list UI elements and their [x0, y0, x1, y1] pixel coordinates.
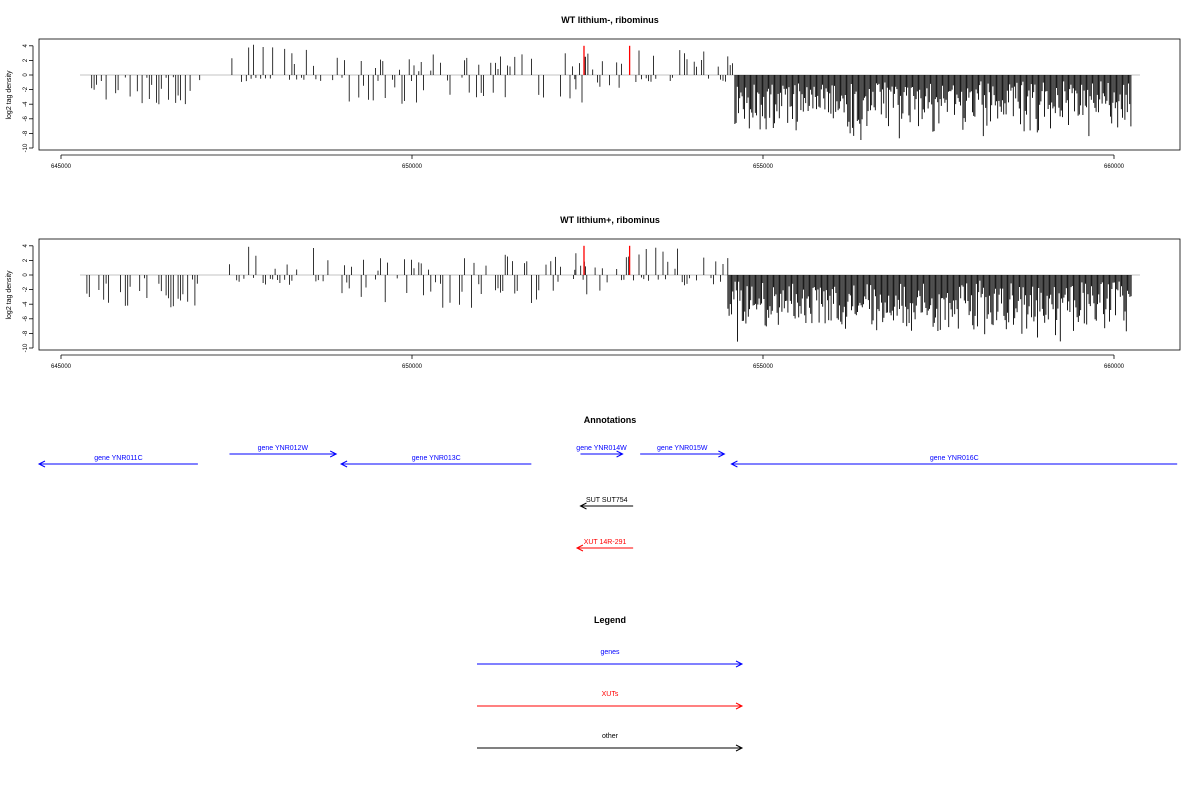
y-tick-label: -6: [23, 315, 29, 321]
panel-1-frame: [38, 38, 1181, 151]
y-tick-label: 2: [23, 58, 29, 62]
annotation-label: gene YNR012W: [258, 445, 309, 452]
panel-2-x-axis: 645000 650000 655000 660000: [51, 354, 1125, 370]
panel-2-title: WT lithium+, ribominus: [560, 215, 660, 225]
y-tick-label: -2: [23, 86, 29, 92]
y-tick-label: -6: [23, 115, 29, 121]
x-tick-label: 655000: [753, 164, 774, 170]
y-tick-label: 0: [23, 73, 29, 77]
y-tick-label: 4: [23, 243, 29, 247]
y-tick-label: -2: [23, 286, 29, 292]
annotation-label: gene YNR016C: [930, 455, 979, 462]
legend-items: genes XUTs other: [477, 649, 744, 752]
annotation-arrow: [579, 502, 634, 510]
panel-1-bars: [91, 44, 1132, 140]
legend-label: genes: [600, 649, 620, 656]
annotation-label: SUT SUT754: [586, 497, 628, 504]
y-tick-label: 0: [23, 273, 29, 277]
x-tick-label: 645000: [51, 164, 72, 170]
annotation-label: XUT 14R-291: [584, 539, 627, 546]
x-tick-label: 645000: [51, 364, 72, 370]
legend-label: XUTs: [602, 691, 619, 698]
annotation-label: gene YNR014W: [576, 445, 627, 452]
annotation-arrow: [575, 544, 634, 552]
legend-arrow: [477, 660, 744, 668]
annotation-label: gene YNR013C: [412, 455, 461, 462]
annotation-label: gene YNR011C: [94, 455, 142, 462]
x-tick-label: 660000: [1104, 364, 1125, 370]
panel-1-title: WT lithium-, ribominus: [561, 15, 659, 25]
annotation-arrow: [580, 450, 624, 458]
y-tick-label: 4: [23, 43, 29, 47]
panel-1-y-axis: -10 -8 -6 -4 -2 0 2 4: [23, 43, 34, 152]
y-tick-label: -8: [23, 130, 29, 136]
legend-label: other: [602, 733, 619, 740]
panel-1-ylabel: log2 tag density: [6, 70, 13, 120]
panel-2-frame: [38, 238, 1181, 351]
annotation-arrow: [37, 460, 198, 468]
legend-arrow: [477, 744, 744, 752]
y-tick-label: -10: [23, 343, 29, 352]
annotation-items: gene YNR011C gene YNR012W gene YNR013C gene…: [37, 445, 1178, 552]
legend-panel: Legend genes XUTs other: [477, 615, 744, 752]
panel-2-markers: [583, 245, 631, 275]
legend-title: Legend: [594, 615, 626, 625]
annotation-arrow: [640, 450, 726, 458]
x-tick-label: 650000: [402, 364, 423, 370]
annotation-arrow: [229, 450, 338, 458]
x-tick-label: 650000: [402, 164, 423, 170]
panel-2-y-axis: -10 -8 -6 -4 -2 0 2 4: [23, 243, 34, 352]
panel-2-ylabel: log2 tag density: [6, 270, 13, 320]
annotation-arrow: [730, 460, 1178, 468]
x-tick-label: 655000: [753, 364, 774, 370]
annotation-label: gene YNR015W: [657, 445, 708, 452]
y-tick-label: 2: [23, 258, 29, 262]
y-tick-label: -8: [23, 330, 29, 336]
y-tick-label: -4: [23, 101, 29, 107]
y-tick-label: -4: [23, 301, 29, 307]
track-panel-1: WT lithium-, ribominus log2 tag density …: [6, 15, 1181, 170]
y-tick-label: -10: [23, 143, 29, 152]
panel-1-markers: [583, 45, 631, 75]
panel-2-bars: [86, 246, 1132, 342]
track-panel-2: WT lithium+, ribominus log2 tag density …: [6, 215, 1181, 370]
legend-arrow: [477, 702, 744, 710]
x-tick-label: 660000: [1104, 164, 1125, 170]
annotations-title: Annotations: [584, 415, 637, 425]
annotation-arrow: [339, 460, 532, 468]
panel-1-x-axis: 645000 650000 655000 660000: [51, 154, 1125, 170]
